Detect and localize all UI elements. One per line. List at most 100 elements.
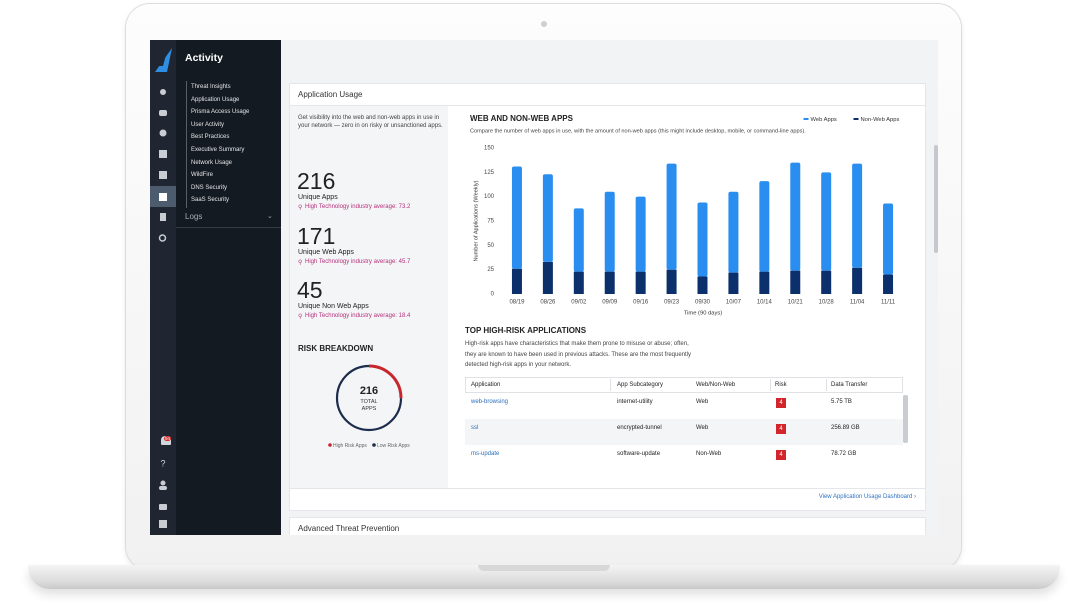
- icon[interactable]: [159, 504, 167, 510]
- stat-label: Unique Web Apps: [298, 248, 354, 256]
- bar: [604, 191, 615, 272]
- risk-title: RISK BREAKDOWN: [298, 344, 374, 353]
- icon-rail: [150, 40, 176, 535]
- icon[interactable]: [160, 89, 166, 95]
- next-section-title: Advanced Threat Prevention: [298, 524, 400, 533]
- icon[interactable]: [160, 213, 166, 221]
- laptop-notch: [478, 565, 610, 571]
- chevron: ⌄: [267, 213, 273, 220]
- icon[interactable]: [159, 150, 167, 158]
- rail-icons: ?: [158, 89, 167, 528]
- icon[interactable]: [160, 480, 166, 486]
- table-cell: 5.75 TB: [831, 399, 852, 405]
- menu-item[interactable]: Prisma Access Usage: [191, 109, 250, 116]
- y-tick-label: 50: [487, 243, 494, 249]
- donut-total: 216: [359, 385, 379, 397]
- x-tick-label: 08/19: [509, 300, 525, 306]
- bar: [697, 202, 708, 277]
- menu-item[interactable]: SaaS Security: [191, 197, 230, 204]
- risk-badge: 4: [776, 424, 786, 434]
- intro-text: Get visibility into the web and non-web …: [298, 115, 443, 129]
- stat-label: Unique Apps: [298, 194, 338, 201]
- icon[interactable]: [159, 129, 167, 137]
- screen: Activity Logs ⌄ 94 Application Usage Get…: [150, 40, 938, 535]
- logs-menu[interactable]: Logs: [185, 212, 203, 221]
- app-link[interactable]: web-browsing: [471, 399, 509, 405]
- icon[interactable]: [159, 171, 167, 179]
- icon[interactable]: [159, 520, 167, 528]
- table-cell: encrypted-tunnel: [617, 425, 662, 431]
- left-panel: [290, 106, 448, 488]
- table-cell: Non-Web: [696, 451, 722, 457]
- column-divider: [770, 379, 771, 391]
- x-tick-label: 09/23: [664, 300, 680, 306]
- bar: [728, 191, 739, 273]
- x-tick-label: 10/14: [757, 300, 773, 306]
- table-cell: software-update: [617, 451, 661, 457]
- bar: [759, 271, 770, 294]
- stat-value: 171: [297, 222, 336, 249]
- menu-panel: [176, 40, 281, 535]
- icon[interactable]: [159, 110, 167, 116]
- menu-item[interactable]: Best Practices: [191, 134, 230, 141]
- table-title: TOP HIGH-RISK APPLICATIONS: [465, 326, 587, 335]
- legend-dot: [372, 443, 376, 447]
- menu-item[interactable]: Network Usage: [191, 159, 233, 166]
- bar: [728, 272, 739, 294]
- x-tick-label: 09/09: [602, 300, 618, 306]
- icon[interactable]: [159, 486, 167, 490]
- table-header-cell: Web/Non-Web: [696, 382, 736, 388]
- charts: ? WEB AND NON-WEB APPS Compare the number…: [155, 48, 899, 528]
- dashboard-link[interactable]: View Application Usage Dashboard ›: [818, 494, 916, 500]
- bar: [511, 268, 522, 294]
- legend-dot: [328, 443, 332, 447]
- bar: [821, 172, 832, 271]
- menu-line: [186, 81, 187, 208]
- table-scrollbar[interactable]: [903, 395, 908, 443]
- menu-item[interactable]: WildFire: [191, 172, 213, 179]
- app-link[interactable]: ms-update: [471, 451, 500, 457]
- menu-item[interactable]: DNS Security: [191, 184, 228, 191]
- bar: [511, 166, 522, 269]
- y-axis-label: Number of Applications (Weekly): [473, 180, 479, 261]
- y-tick-label: 125: [484, 170, 495, 176]
- bar: [635, 271, 646, 294]
- x-tick-label: 09/30: [695, 300, 711, 306]
- bar: [790, 162, 801, 271]
- icon[interactable]: [159, 193, 167, 201]
- x-tick-label: 10/07: [726, 300, 742, 306]
- legend-label: Low Risk Apps: [377, 443, 410, 449]
- table-description: High-risk apps have characteristics that…: [465, 341, 692, 368]
- bar: [697, 276, 708, 294]
- card-divider: [290, 488, 925, 489]
- card: [290, 518, 925, 535]
- stat-value: 45: [297, 277, 323, 303]
- menu-item[interactable]: Application Usage: [191, 96, 240, 103]
- bar: [883, 274, 894, 294]
- icon[interactable]: [158, 234, 167, 242]
- donut-center-label: TOTAL APPS: [360, 399, 378, 412]
- menu-item[interactable]: User Activity: [191, 121, 225, 128]
- bar: [790, 270, 801, 294]
- menu-item[interactable]: Executive Summary: [191, 147, 245, 153]
- pin-icon: ⚲: [298, 314, 303, 320]
- scrollbar[interactable]: [934, 145, 938, 253]
- bar: [573, 271, 584, 294]
- x-tick-label: 11/04: [850, 300, 865, 306]
- bar: [759, 181, 770, 272]
- bar: [604, 271, 615, 294]
- legend-swatch: [803, 118, 809, 120]
- icon[interactable]: ?: [160, 458, 165, 468]
- table-header: [465, 377, 903, 393]
- bar: [542, 174, 553, 262]
- column-divider: [826, 379, 827, 391]
- app-link[interactable]: ssl: [471, 425, 479, 431]
- separator: [176, 227, 281, 228]
- menu-item[interactable]: Threat Insights: [191, 84, 231, 90]
- stat-label: Unique Non Web Apps: [298, 303, 369, 310]
- bar: [852, 163, 863, 268]
- column-divider: [610, 379, 611, 391]
- bar: [542, 261, 553, 294]
- x-tick-label: 09/16: [633, 300, 649, 306]
